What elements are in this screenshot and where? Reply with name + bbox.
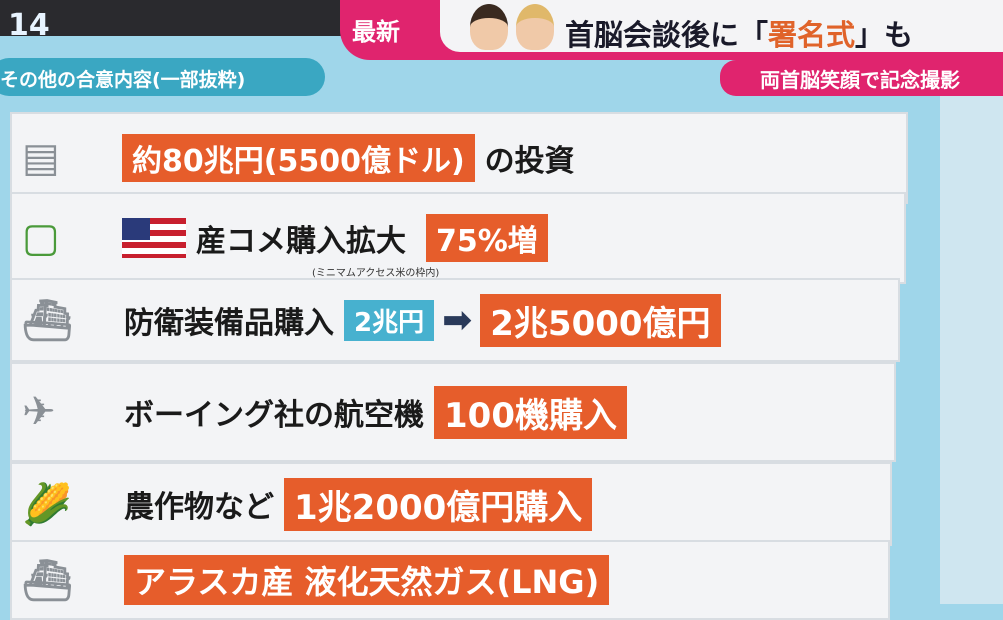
right-panel xyxy=(940,96,1003,604)
warship-icon: ⛴ xyxy=(22,297,73,344)
value-tag: 約80兆円(5500億ドル) xyxy=(122,134,475,182)
headline: 首脳会談後に「署名式」も xyxy=(565,12,913,54)
headline-highlight: 署名式 xyxy=(768,18,856,52)
headline-text: 」も xyxy=(855,18,914,52)
value-tag: 100機購入 xyxy=(434,385,627,439)
latest-badge: 最新 xyxy=(352,18,400,46)
avatar xyxy=(516,4,554,50)
item-text: 防衛装備品購入 xyxy=(124,306,334,341)
item-note: (ミニマムアクセス米の枠内) xyxy=(312,268,440,279)
item-lng: ⛴ アラスカ産 液化天然ガス(LNG) xyxy=(10,540,890,620)
item-crops: 🌽 農作物など 1兆2000億円購入 xyxy=(10,462,892,546)
item-boeing: ✈ ボーイング社の航空機 100機購入 xyxy=(10,362,896,462)
previous-value-tag: 2兆円 xyxy=(344,299,435,341)
item-investment: ▤ 約80兆円(5500億ドル) の投資 xyxy=(10,112,908,204)
item-defense: ⛴ 防衛装備品購入 2兆円 ➡ 2兆5000億円 xyxy=(10,278,900,362)
airplane-icon: ✈ xyxy=(22,389,56,435)
item-rice: ▢ 産コメ購入拡大 (ミニマムアクセス米の枠内) 75%増 xyxy=(10,192,906,284)
value-tag: 75%増 xyxy=(426,214,548,262)
arrow-right-icon: ➡ xyxy=(442,299,473,341)
crops-icon: 🌽 xyxy=(22,481,72,528)
sub-band xyxy=(720,60,1003,96)
rice-bag-icon: ▢ xyxy=(22,215,60,261)
value-tag: 1兆2000億円購入 xyxy=(284,477,593,531)
avatar xyxy=(470,4,508,50)
item-text: の投資 xyxy=(484,144,575,179)
item-text: 産コメ購入拡大 xyxy=(196,224,406,259)
headline-text: 首脳会談後に「 xyxy=(565,18,769,52)
value-tag: 2兆5000億円 xyxy=(480,293,721,347)
section-title: その他の合意内容(一部抜粋) xyxy=(0,58,325,96)
subheadline: 両首脳笑顔で記念撮影 xyxy=(760,68,960,92)
value-tag: アラスカ産 液化天然ガス(LNG) xyxy=(124,555,610,605)
channel-number: 14 xyxy=(8,8,50,43)
lng-tanker-icon: ⛴ xyxy=(22,557,73,604)
us-flag-icon xyxy=(122,218,186,258)
item-text: 農作物など xyxy=(124,490,274,525)
money-stack-icon: ▤ xyxy=(22,135,60,181)
item-text: ボーイング社の航空機 xyxy=(124,398,424,433)
video-strip xyxy=(0,0,360,36)
leader-photos xyxy=(470,4,554,50)
